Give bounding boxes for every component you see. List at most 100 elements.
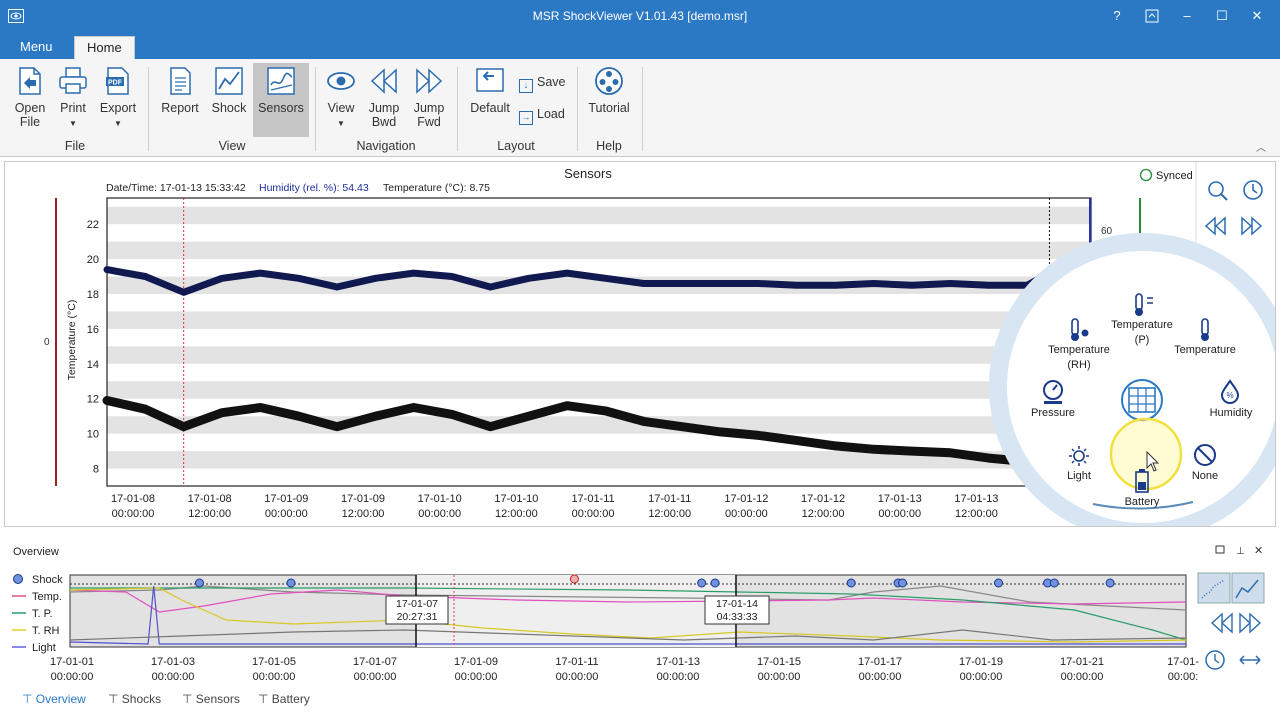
menu-item-temperature-p[interactable]: Temperature (P) <box>1111 293 1173 346</box>
tab-sensors[interactable]: ⊤ Sensors <box>182 692 240 706</box>
tab-shocks[interactable]: ⊤ Shocks <box>108 692 161 706</box>
radial-scroll-arc <box>1092 501 1194 510</box>
center-selection-circle <box>1121 379 1163 421</box>
shock-marker[interactable] <box>569 574 579 584</box>
y-axis-label: Temperature (°C) <box>66 300 78 381</box>
overview-x-tick-time: 00:00:00 <box>758 671 801 683</box>
overview-selection-window[interactable] <box>416 575 736 647</box>
cursor-left-box: 17-01-07 20:27:31 <box>385 595 449 625</box>
shock-chart-icon <box>215 67 243 95</box>
menu-item-light[interactable]: Light <box>1067 446 1091 482</box>
overview-back-icon[interactable] <box>1210 612 1233 634</box>
shock-marker[interactable] <box>286 578 296 588</box>
line-mode-icon[interactable] <box>1231 572 1265 604</box>
x-tick-date: 17-01-12 <box>801 493 845 505</box>
shock-marker[interactable] <box>898 578 908 588</box>
overview-fit-icon[interactable] <box>1239 655 1261 665</box>
overview-forward-icon[interactable] <box>1239 612 1262 634</box>
tab-overview[interactable]: ⊤ Overview <box>22 692 86 706</box>
report-button[interactable]: Report <box>160 65 200 115</box>
close-panel-icon[interactable]: ✕ <box>1254 545 1263 557</box>
shock-button[interactable]: Shock <box>208 65 250 115</box>
tutorial-button[interactable]: Tutorial <box>587 65 631 115</box>
export-button[interactable]: PDF Export ▼ <box>98 65 138 131</box>
sensors-button[interactable]: Sensors <box>253 63 309 137</box>
overview-controls[interactable] <box>1197 572 1265 670</box>
menu-item-humidity[interactable]: % Humidity <box>1210 379 1253 419</box>
x-tick-date: 17-01-09 <box>264 493 308 505</box>
overview-series-4 <box>69 585 1186 645</box>
default-label: Default <box>470 101 510 115</box>
shock-marker[interactable] <box>846 578 856 588</box>
jump-fwd-button[interactable]: Jump Fwd <box>409 65 449 129</box>
tutorial-label: Tutorial <box>588 101 630 115</box>
float-panel-icon[interactable] <box>1215 545 1225 554</box>
menu-item-battery[interactable]: Battery <box>1109 417 1183 508</box>
readout-datetime: Date/Time: 17-01-13 15:33:42 <box>106 182 246 194</box>
battery-icon <box>1135 469 1149 493</box>
plot-area <box>102 197 1092 487</box>
shock-marker[interactable] <box>994 578 1004 588</box>
default-layout-icon <box>476 68 504 92</box>
save-layout-button[interactable]: ↓ Save <box>519 75 566 93</box>
tab-home[interactable]: Home <box>74 36 135 60</box>
tab-label: Overview <box>35 692 86 706</box>
overview-chart[interactable]: Overview ⊥ ✕ Shock Temp. T. P. T. RH Light 1… <box>4 540 1276 688</box>
open-label-2: File <box>19 115 41 129</box>
sensors-chart[interactable]: Sensors Date/Time: 17-01-13 15:33:42 Hum… <box>5 162 1280 541</box>
minimize-button[interactable]: – <box>1183 8 1191 23</box>
open-file-icon <box>19 67 41 95</box>
shock-marker[interactable] <box>1049 578 1059 588</box>
shock-marker[interactable] <box>1105 578 1115 588</box>
grid-band <box>107 311 1091 329</box>
overview-series-5 <box>69 629 1187 641</box>
shock-marker[interactable] <box>194 578 204 588</box>
jump-bwd-label-2: Bwd <box>371 115 397 129</box>
overview-clock-icon[interactable] <box>1205 650 1225 670</box>
print-button[interactable]: Print ▼ <box>55 65 91 131</box>
synced-indicator[interactable]: Synced <box>1139 168 1193 183</box>
help-button[interactable]: ? <box>1113 8 1121 23</box>
collapse-ribbon-icon[interactable]: ︿ <box>1256 143 1266 154</box>
sensor-radial-menu[interactable]: Temperature (RH) Temperature (P) Tempera… <box>989 233 1280 541</box>
menu-item-temperature-rh[interactable]: Temperature (RH) <box>1048 318 1110 371</box>
menu-item-none[interactable]: None <box>1192 444 1218 482</box>
clock-icon[interactable] <box>1243 180 1263 200</box>
overview-panel: Overview ⊥ ✕ Shock Temp. T. P. T. RH Light 1… <box>4 540 1276 690</box>
thermometer-icon <box>1201 318 1209 341</box>
menu-item-center[interactable] <box>1121 379 1163 421</box>
jump-bwd-button[interactable]: Jump Bwd <box>364 65 404 129</box>
open-file-button[interactable]: Open File <box>10 65 50 129</box>
maximize-button[interactable]: ☐ <box>1216 8 1228 23</box>
cursor-right-box: 17-01-14 04:33:33 <box>704 595 770 625</box>
tab-battery[interactable]: ⊤ Battery <box>258 692 310 706</box>
legend-swatch <box>13 574 23 584</box>
default-layout-button[interactable]: Default <box>468 65 512 115</box>
view-button[interactable]: View ▼ <box>322 65 360 131</box>
close-button[interactable]: ✕ <box>1251 8 1263 23</box>
scatter-mode-icon[interactable] <box>1197 572 1231 604</box>
x-tick-date: 17-01-09 <box>341 493 385 505</box>
cursor-right-time: 04:33:33 <box>717 611 758 623</box>
x-tick-time: 00:00:00 <box>265 508 308 520</box>
x-ticks: 17-01-08 00:00:00 17-01-08 12:00:00 17-01-09… <box>111 493 998 520</box>
ribbon-display-icon[interactable] <box>1141 6 1163 26</box>
shock-marker[interactable] <box>697 578 707 588</box>
zoom-reset-icon[interactable] <box>1208 181 1228 201</box>
separator <box>642 67 643 151</box>
overview-x-tick-time: 00:00:00 <box>960 671 1003 683</box>
panel-controls[interactable]: ⊥ ✕ <box>1215 545 1263 557</box>
grid-band <box>107 346 1091 364</box>
film-reel-icon <box>595 67 623 95</box>
tab-menu[interactable]: Menu <box>20 39 53 54</box>
x-tick-time: 12:00:00 <box>495 508 538 520</box>
pin-icon[interactable]: ⊥ <box>1236 546 1245 557</box>
shock-marker[interactable] <box>710 578 720 588</box>
legend-label: Temp. <box>32 591 62 603</box>
jump-back-small-icon[interactable] <box>1204 216 1226 236</box>
load-layout-button[interactable]: → Load <box>519 107 565 125</box>
separator <box>148 67 149 151</box>
menu-item-temperature[interactable]: Temperature <box>1174 318 1236 356</box>
menu-item-pressure[interactable]: Pressure <box>1031 380 1075 419</box>
jump-forward-small-icon[interactable] <box>1241 216 1263 236</box>
